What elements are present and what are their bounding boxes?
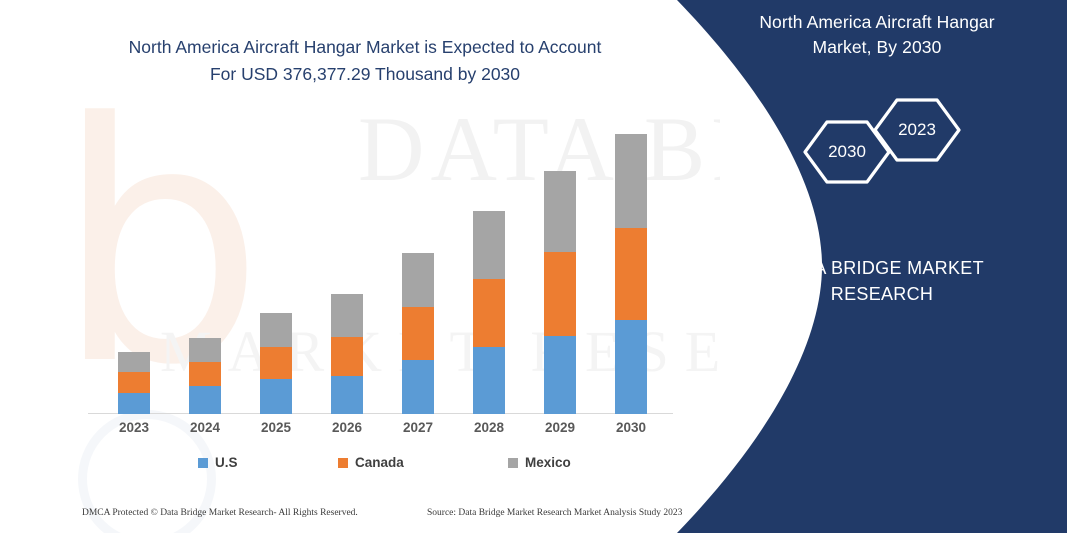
legend-swatch-icon [508,457,518,468]
brand-panel: North America Aircraft Hangar Market, By… [647,0,1067,533]
hexagon-label-2023: 2023 [898,120,936,139]
bar-segment-2030-mexico [615,133,647,228]
chart-title-line-2: For USD 376,377.29 Thousand by 2030 [209,64,521,84]
hexagon-shapes [803,98,961,184]
panel-title: North America Aircraft Hangar Market, By… [702,10,1052,60]
bar-2025 [260,312,292,414]
x-axis-line [88,413,673,414]
bar-segment-2028-mexico [473,210,505,279]
panel-title-line-1: North America Aircraft Hangar [759,12,995,32]
bar-segment-2025-us [260,378,292,414]
bar-segment-2027-us [402,359,434,414]
bar-segment-2027-mexico [402,253,434,308]
bar-segment-2027-canada [402,307,434,360]
footer-source: Source: Data Bridge Market Research Mark… [427,508,683,518]
hexagon-label-2030: 2030 [828,142,866,161]
panel-title-line-2: Market, By 2030 [812,37,942,57]
x-tick-2023: 2023 [118,420,150,435]
bar-2026 [331,293,363,414]
bar-2024 [189,338,221,414]
bar-segment-2024-mexico [189,338,221,362]
legend-label: Canada [355,455,404,470]
stacked-bar-chart: 2023 2024 2025 2026 2027 2028 2029 2030 [88,120,673,435]
hexagon-outline-2030 [803,120,891,184]
x-tick-2027: 2027 [402,420,434,435]
legend-label: U.S [215,455,238,470]
bar-segment-2029-canada [544,252,576,337]
chart-title: North America Aircraft Hangar Market is … [70,34,660,88]
legend-swatch-icon [338,457,348,468]
bar-segment-2023-mexico [118,352,150,373]
bar-2030 [615,133,647,414]
bar-segment-2024-canada [189,361,221,387]
bar-segment-2026-canada [331,337,363,376]
bar-segment-2028-us [473,346,505,414]
brand-name-line-2: RESEARCH [830,284,934,304]
legend-item-us[interactable]: U.S [198,455,238,470]
bar-segment-2023-canada [118,372,150,393]
bar-segment-2024-us [189,386,221,414]
bar-segment-2029-mexico [544,171,576,253]
bar-segment-2025-canada [260,346,292,379]
legend-item-canada[interactable]: Canada [338,455,404,470]
x-tick-2026: 2026 [331,420,363,435]
bar-segment-2026-us [331,375,363,414]
x-tick-2025: 2025 [260,420,292,435]
panel-background-shape [677,0,1067,533]
footer-copyright: DMCA Protected © Data Bridge Market Rese… [82,508,358,518]
chart-title-line-1: North America Aircraft Hangar Market is … [128,37,602,57]
x-tick-2030: 2030 [615,420,647,435]
brand-name-line-1: DATA BRIDGE MARKET [780,258,984,278]
bar-segment-2025-mexico [260,312,292,347]
bar-segment-2023-us [118,392,150,414]
chart-legend: U.S Canada Mexico [88,455,673,475]
bar-2027 [402,253,434,414]
legend-swatch-icon [198,457,208,468]
brand-name: DATA BRIDGE MARKET RESEARCH [722,255,1042,307]
bar-2029 [544,171,576,414]
x-tick-2024: 2024 [189,420,221,435]
bar-segment-2028-canada [473,278,505,347]
bar-2023 [118,352,150,414]
bar-segment-2030-us [615,320,647,414]
hexagon-group: 2030 2023 [787,90,1007,210]
bar-segment-2030-canada [615,227,647,321]
bar-2028 [473,210,505,414]
legend-label: Mexico [525,455,571,470]
bar-segment-2026-mexico [331,293,363,338]
bar-segment-2029-us [544,336,576,414]
hexagon-outline-2023 [873,98,961,162]
footer: DMCA Protected © Data Bridge Market Rese… [82,508,682,522]
x-tick-2028: 2028 [473,420,505,435]
legend-item-mexico[interactable]: Mexico [508,455,571,470]
x-tick-2029: 2029 [544,420,576,435]
